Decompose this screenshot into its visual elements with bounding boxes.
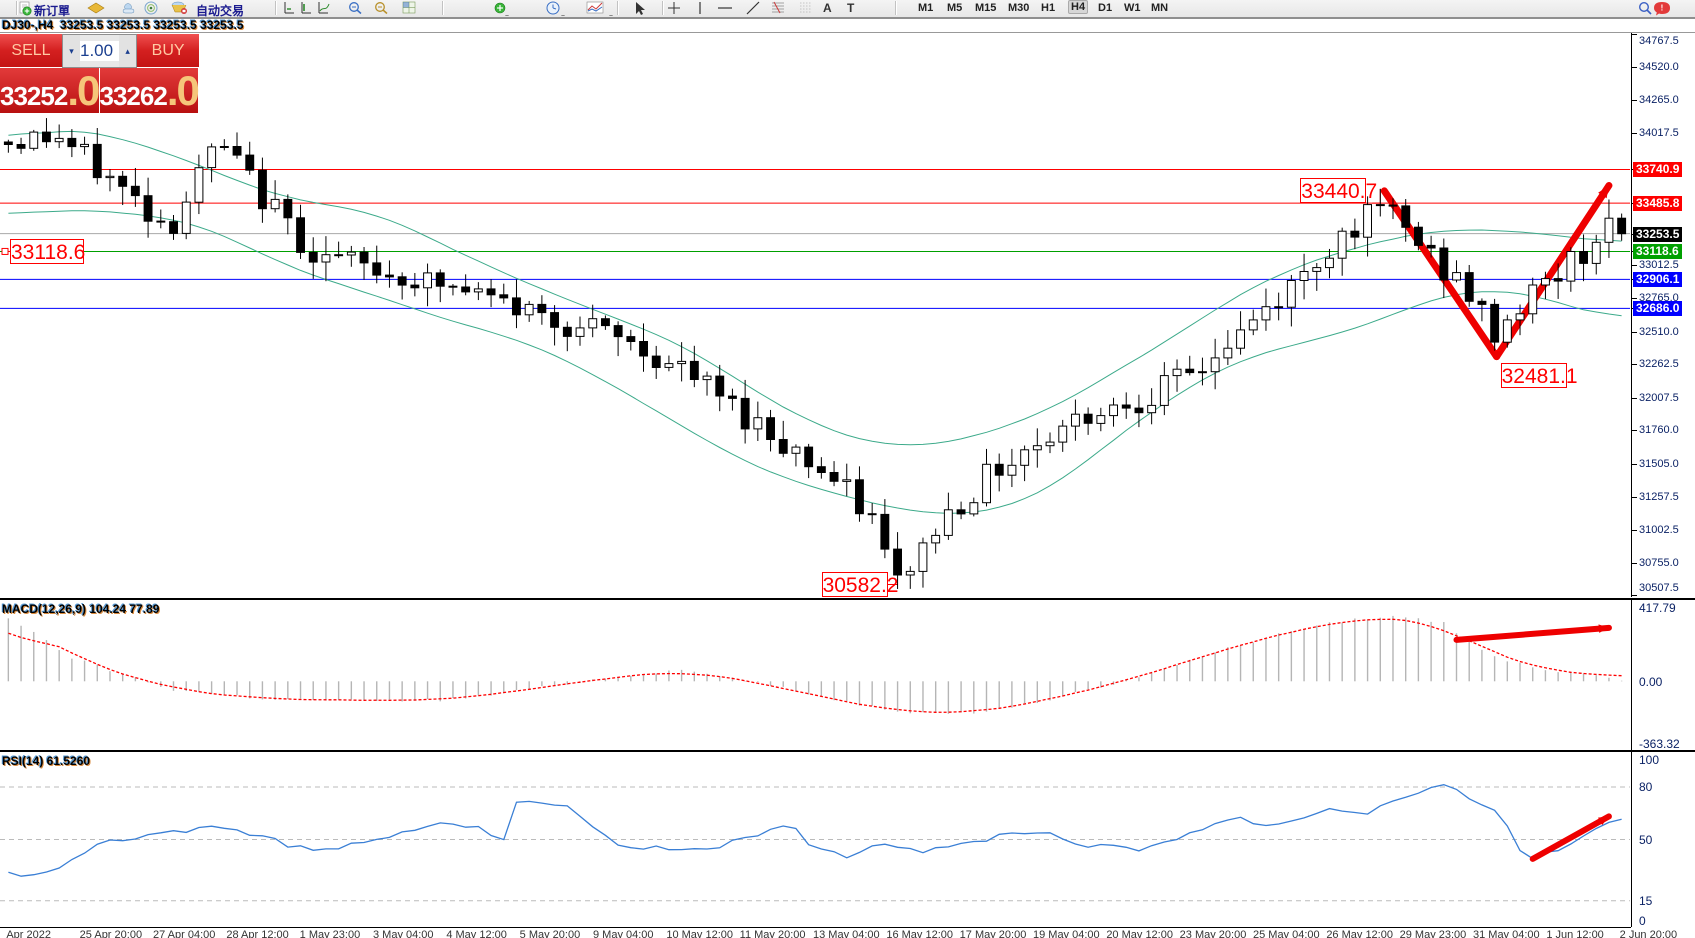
svg-text:!: ! <box>1661 4 1664 13</box>
